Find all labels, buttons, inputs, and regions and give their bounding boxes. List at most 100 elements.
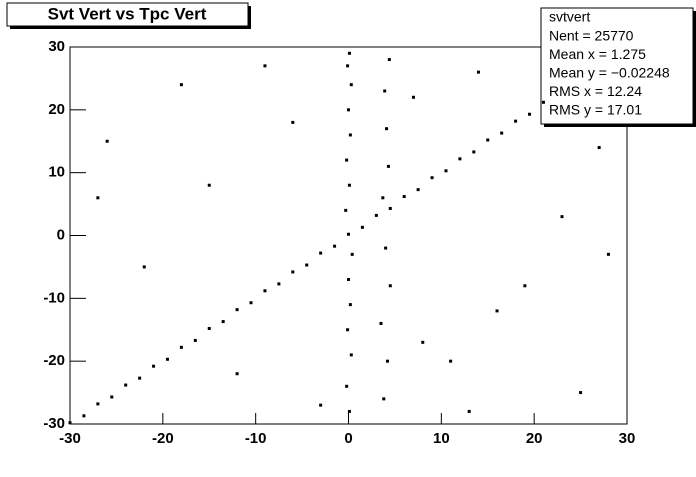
point <box>152 364 156 368</box>
point <box>179 345 183 349</box>
point <box>291 270 295 274</box>
point <box>207 326 211 330</box>
point <box>348 133 352 137</box>
chart-title: Svt Vert vs Tpc Vert <box>48 4 207 23</box>
point <box>458 157 462 161</box>
point <box>579 391 583 395</box>
point <box>105 139 109 143</box>
point <box>263 289 267 293</box>
point <box>347 277 350 281</box>
stats-box <box>540 7 694 125</box>
y-tick-label: -30 <box>43 415 65 432</box>
point <box>386 164 390 168</box>
point <box>495 309 499 313</box>
stats-line: RMS x = 12.24 <box>549 83 642 99</box>
point <box>349 353 353 357</box>
point <box>138 376 142 380</box>
point <box>235 308 239 312</box>
point <box>346 328 350 332</box>
y-tick-label: -10 <box>43 289 65 306</box>
point <box>606 252 610 256</box>
point <box>374 213 378 217</box>
point <box>142 265 146 269</box>
point <box>124 383 128 387</box>
point <box>193 338 197 342</box>
point <box>383 89 387 93</box>
point <box>347 51 351 55</box>
point <box>96 196 100 200</box>
point <box>388 206 392 210</box>
point <box>444 169 448 173</box>
point <box>385 359 389 363</box>
x-tick-label: -20 <box>152 430 174 447</box>
point <box>207 183 211 187</box>
stats-line: Mean y = −0.02248 <box>549 65 670 81</box>
x-tick-label: 20 <box>526 430 543 447</box>
point <box>345 158 349 162</box>
point <box>472 150 476 154</box>
point <box>360 225 364 229</box>
x-tick-label: -10 <box>245 430 267 447</box>
point <box>560 215 564 219</box>
point <box>421 340 425 344</box>
point <box>165 357 169 361</box>
point <box>347 108 350 112</box>
point <box>235 372 239 376</box>
point <box>305 263 309 267</box>
point <box>385 127 389 131</box>
x-tick-label: 30 <box>619 430 636 447</box>
point <box>500 131 504 135</box>
point <box>476 70 480 74</box>
point <box>430 176 434 180</box>
point <box>486 138 490 142</box>
point <box>347 409 351 413</box>
y-tick-label: 30 <box>48 38 65 55</box>
point <box>384 246 388 250</box>
point <box>541 100 545 104</box>
stats-line: RMS y = 17.01 <box>549 102 642 118</box>
point <box>249 301 253 305</box>
point <box>350 252 354 256</box>
point <box>277 282 281 286</box>
x-tick-label: 10 <box>433 430 450 447</box>
x-tick-label: -30 <box>59 430 81 447</box>
point <box>345 384 349 388</box>
y-tick-label: 0 <box>57 226 65 243</box>
point <box>96 402 100 406</box>
stats-line: Mean x = 1.275 <box>549 46 646 62</box>
point <box>110 395 114 399</box>
point <box>597 146 601 150</box>
point <box>221 320 225 324</box>
y-tick-label: -20 <box>43 352 65 369</box>
point <box>348 303 352 307</box>
point <box>416 188 420 192</box>
point <box>528 112 532 116</box>
stats-lines: Nent = 25770 Mean x = 1.275 Mean y = −0.02… <box>549 28 670 118</box>
point <box>449 359 453 363</box>
point <box>523 284 527 288</box>
point <box>388 284 392 288</box>
point <box>291 120 295 124</box>
point <box>467 409 471 413</box>
point <box>319 403 323 407</box>
point <box>263 64 267 68</box>
point <box>347 232 350 236</box>
point <box>68 421 72 425</box>
point <box>333 244 337 248</box>
title-box <box>6 2 249 27</box>
point <box>402 195 406 199</box>
point <box>179 83 183 87</box>
y-tick-label: 20 <box>48 101 65 118</box>
point <box>411 95 415 99</box>
x-tick-label: 0 <box>344 430 352 447</box>
point <box>379 321 383 325</box>
point <box>346 64 350 68</box>
point <box>349 83 353 87</box>
point <box>347 183 351 187</box>
point <box>382 397 386 401</box>
point <box>387 58 391 62</box>
point <box>319 251 323 255</box>
stats-name: svtvert <box>549 9 590 25</box>
stats-line: Nent = 25770 <box>549 28 634 44</box>
